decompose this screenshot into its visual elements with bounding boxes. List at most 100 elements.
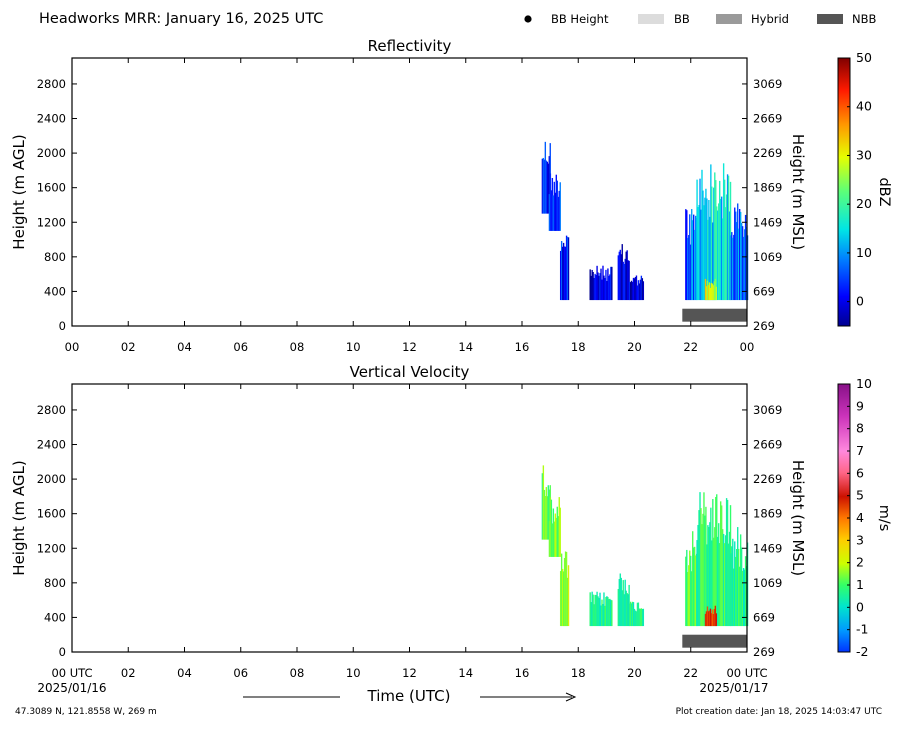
echo-column [715,286,718,301]
colorbar-tick-label: 50 [856,50,872,65]
echo-column [708,527,710,627]
y-tick-label-left: 2400 [37,438,66,452]
echo-column [685,556,687,627]
echo-column [723,179,726,301]
echo-column [725,498,728,627]
echo-column [738,548,740,627]
echo-column [736,222,738,301]
echo-column [737,527,739,627]
echo-column [603,275,605,301]
echo-column [700,508,702,627]
nbb-legend-swatch [817,14,843,24]
echo-column [711,540,713,627]
echo-column [562,242,565,301]
echo-column [636,285,639,301]
echo-column [719,180,721,301]
echo-column [714,278,717,301]
echo-column [690,244,692,301]
echo-column [567,237,570,301]
echo-column [744,556,747,627]
x-tick-label: 08 [290,340,305,354]
echo-column [566,577,569,627]
y-tick-label-left: 800 [44,576,66,590]
echo-column [560,241,563,301]
echo-column [713,281,716,301]
echo-column [712,222,714,301]
echo-column [634,277,637,301]
echo-column [712,613,715,627]
echo-column [548,521,551,557]
y-tick-label-left: 2400 [37,112,66,126]
colorbar-tick-label: -1 [856,622,868,637]
echo-column [561,568,564,627]
echo-column [720,505,723,627]
echo-column [554,513,557,557]
x-tick-label: 10 [346,666,361,680]
echo-column [602,265,604,301]
echo-column [733,568,735,627]
echo-column [591,269,593,301]
echo-column [624,258,626,301]
echo-column [605,596,607,627]
echo-column [708,610,711,627]
echo-column [738,228,740,301]
colorbar-tick-label: 40 [856,99,872,114]
echo-column [694,215,697,301]
echo-column [642,608,645,627]
echo-column [594,273,596,301]
echo-column [690,555,692,627]
echo-column [542,465,545,540]
x-tick-label: 04 [177,666,192,680]
x-tick-label: 00 [65,340,80,354]
y-tick-label-left: 1600 [37,507,66,521]
x-tick-label: 00 UTC [51,666,92,680]
echo-column [597,596,599,627]
echo-column [734,541,736,627]
echo-column [545,487,548,540]
y-tick-label-right: 269 [753,645,775,659]
echo-column [549,497,552,557]
x-tick-label: 16 [515,340,530,354]
echo-column [607,268,609,301]
echo-column [564,551,567,627]
y-tick-label-right: 1469 [753,541,782,555]
echo-column [704,613,707,627]
y-axis-label-right: Height (m MSL) [789,134,807,250]
echo-column [717,210,719,301]
colorbar-tick-label: 10 [856,245,872,260]
echo-column [714,172,716,301]
echo-column [707,611,710,627]
echo-column [552,508,555,557]
echo-column [725,194,728,301]
echo-column [548,489,550,540]
echo-column [553,181,556,231]
echo-column [623,263,625,301]
echo-column [628,603,631,627]
echo-column [713,187,715,301]
echo-column [633,278,636,301]
location-label: 47.3089 N, 121.8558 W, 269 m [15,707,157,717]
end-date-label: 2025/01/17 [699,681,768,695]
colorbar-tick-label: 9 [856,398,864,413]
echo-column [710,164,712,301]
echo-column [705,611,708,627]
echo-column [593,277,595,301]
echo-column [724,535,727,627]
echo-column [638,283,641,301]
echo-column [739,211,742,301]
y-tick-label-left: 0 [59,319,66,333]
y-tick-label-right: 2269 [753,472,782,486]
echo-column [556,180,558,231]
panel-title: Vertical Velocity [350,363,470,381]
echo-column [611,266,613,301]
echo-column [600,268,602,301]
x-tick-label: 06 [233,666,248,680]
echo-column [619,249,621,301]
echo-column [626,250,628,301]
y-axis-label-left: Height (m AGL) [10,134,28,249]
colorbar-tick-label: 10 [856,376,872,391]
echo-column [565,235,568,301]
echo-column [711,283,714,301]
echo-column [627,260,629,301]
echo-column [744,214,747,301]
